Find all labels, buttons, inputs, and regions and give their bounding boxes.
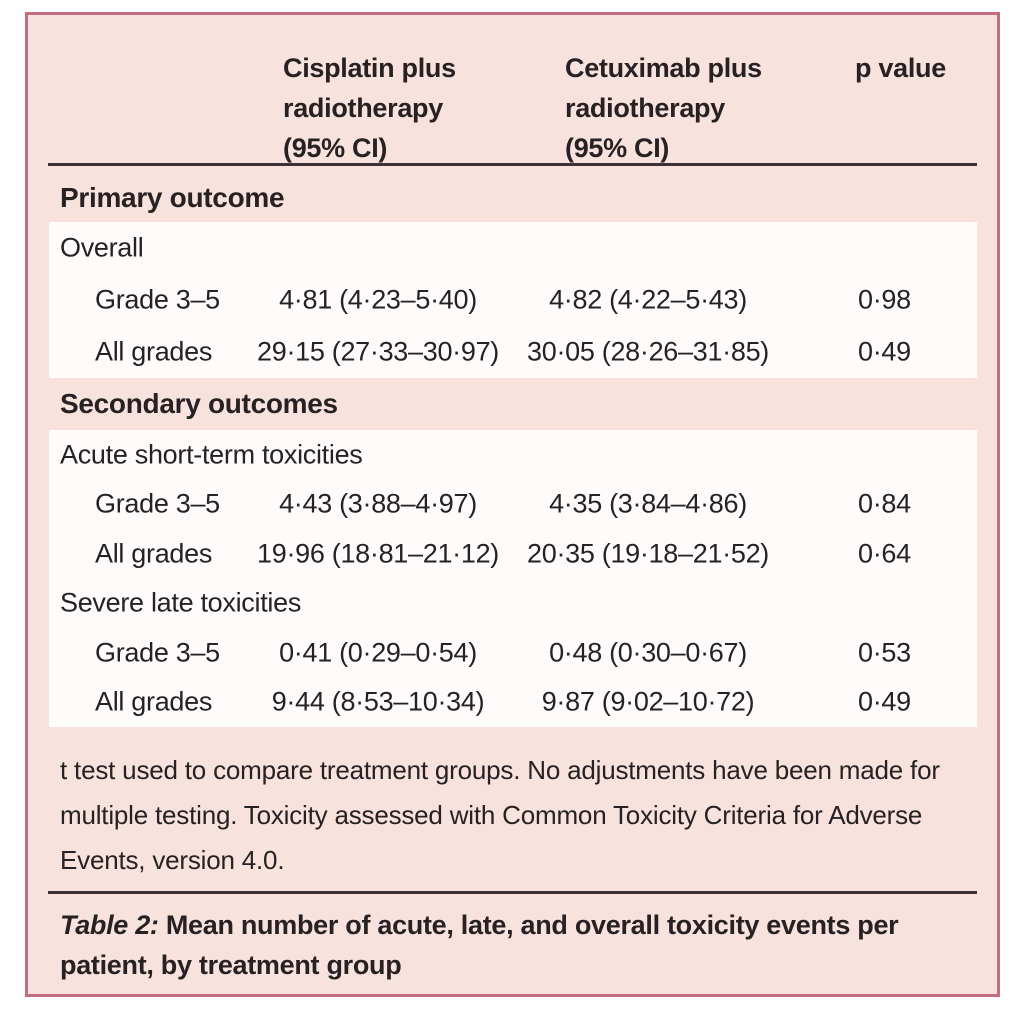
table-card: Cisplatin plus radiotherapy (95% CI) Cet…	[25, 12, 1000, 997]
group-row-severe-late: Severe late toxicities	[49, 579, 977, 629]
row-label: All grades	[95, 686, 213, 717]
table-row: All grades 29·15 (27·33–30·97) 30·05 (28…	[49, 326, 977, 378]
caption-text: Mean number of acute, late, and overall …	[158, 910, 899, 940]
cell-cisplatin: 4·43 (3·88–4·97)	[279, 488, 477, 519]
cell-cetuximab: 4·82 (4·22–5·43)	[549, 284, 747, 315]
footnote-line: t test used to compare treatment groups.…	[60, 755, 940, 785]
caption-divider-rule	[48, 891, 977, 894]
row-label: Grade 3–5	[95, 284, 220, 315]
cell-pvalue: 0·84	[858, 488, 911, 519]
cell-pvalue: 0·53	[858, 637, 911, 668]
column-header-line: (95% CI)	[565, 133, 670, 163]
table-row: Grade 3–5 4·81 (4·23–5·40) 4·82 (4·22–5·…	[49, 274, 977, 326]
row-label: All grades	[95, 336, 213, 367]
column-header-line: radiotherapy	[283, 93, 443, 123]
cell-cetuximab: 0·48 (0·30–0·67)	[549, 637, 747, 668]
cell-pvalue: 0·64	[858, 538, 911, 569]
table-row: Grade 3–5 0·41 (0·29–0·54) 0·48 (0·30–0·…	[49, 628, 977, 678]
row-label: Grade 3–5	[95, 488, 220, 519]
cell-cisplatin: 29·15 (27·33–30·97)	[257, 336, 499, 367]
column-header-line: radiotherapy	[565, 93, 725, 123]
column-header-pvalue: p value	[855, 53, 946, 83]
footnote-line: multiple testing. Toxicity assessed with…	[60, 800, 923, 830]
cell-cetuximab: 20·35 (19·18–21·52)	[527, 538, 769, 569]
group-label: Overall	[60, 232, 144, 263]
cell-cisplatin: 4·81 (4·23–5·40)	[279, 284, 477, 315]
column-header-cisplatin: Cisplatin plus radiotherapy (95% CI)	[283, 48, 456, 168]
cell-pvalue: 0·49	[858, 686, 911, 717]
cell-pvalue: 0·49	[858, 336, 911, 367]
footnote-line: Events, version 4.0.	[60, 845, 285, 875]
group-row-overall: Overall	[49, 222, 977, 274]
caption-line: Table 2: Mean number of acute, late, and…	[60, 905, 977, 945]
cell-cisplatin: 0·41 (0·29–0·54)	[279, 637, 477, 668]
header-divider-rule	[48, 163, 977, 166]
cell-cetuximab: 30·05 (28·26–31·85)	[527, 336, 769, 367]
row-label: Grade 3–5	[95, 637, 220, 668]
column-header-line: (95% CI)	[283, 133, 388, 163]
cell-cisplatin: 9·44 (8·53–10·34)	[271, 686, 485, 717]
cell-cisplatin: 19·96 (18·81–21·12)	[257, 538, 499, 569]
caption-table-number: Table 2:	[60, 910, 159, 940]
table-row: Grade 3–5 4·43 (3·88–4·97) 4·35 (3·84–4·…	[49, 480, 977, 530]
group-label: Severe late toxicities	[60, 587, 302, 618]
column-header-line: Cisplatin plus	[283, 53, 456, 83]
table-row: All grades 9·44 (8·53–10·34) 9·87 (9·02–…	[49, 678, 977, 728]
section-title-secondary-outcomes: Secondary outcomes	[60, 388, 338, 419]
cell-pvalue: 0·98	[858, 284, 911, 315]
group-label: Acute short-term toxicities	[60, 439, 363, 470]
section-title-primary-outcome: Primary outcome	[60, 182, 285, 213]
row-label: All grades	[95, 538, 213, 569]
column-header-cetuximab: Cetuximab plus radiotherapy (95% CI)	[565, 48, 762, 168]
table-caption: Table 2: Mean number of acute, late, and…	[60, 905, 977, 985]
group-row-acute: Acute short-term toxicities	[49, 430, 977, 480]
cell-cetuximab: 9·87 (9·02–10·72)	[541, 686, 755, 717]
table-row: All grades 19·96 (18·81–21·12) 20·35 (19…	[49, 529, 977, 579]
cell-cetuximab: 4·35 (3·84–4·86)	[549, 488, 747, 519]
secondary-outcomes-block: Acute short-term toxicities Grade 3–5 4·…	[49, 430, 977, 727]
caption-line: patient, by treatment group	[60, 950, 402, 980]
column-header-line: Cetuximab plus	[565, 53, 762, 83]
table-footnote: t test used to compare treatment groups.…	[60, 748, 977, 883]
primary-outcome-block: Overall Grade 3–5 4·81 (4·23–5·40) 4·82 …	[49, 222, 977, 378]
